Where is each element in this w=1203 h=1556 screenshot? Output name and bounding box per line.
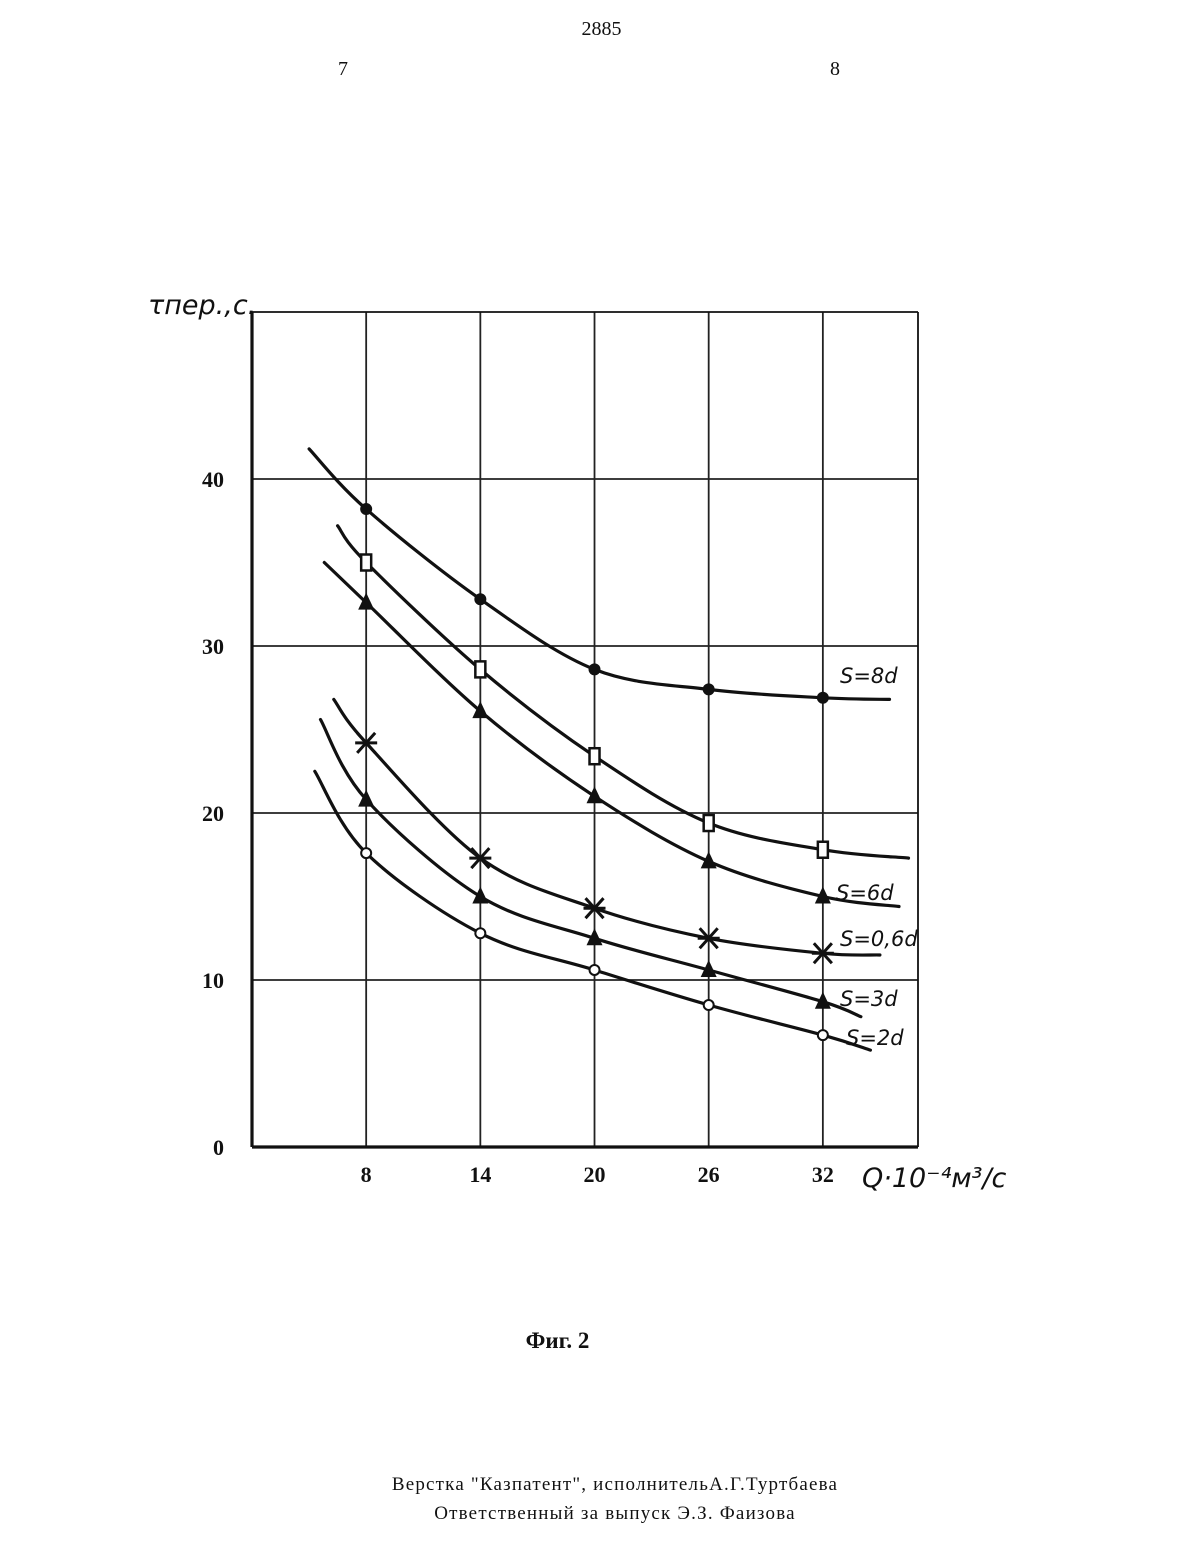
x-tick-label: 14 [469, 1162, 491, 1187]
series-label: S=2d [846, 1026, 904, 1050]
chart-axes [252, 312, 918, 1147]
series-label: S=3d [840, 987, 898, 1011]
data-point-filled-circle [360, 503, 372, 515]
x-tick-label: 26 [698, 1162, 720, 1187]
chart-grid [252, 312, 918, 1147]
data-point-filled-circle [817, 692, 829, 704]
x-tick-label: 20 [584, 1162, 606, 1187]
data-point-filled-circle [703, 683, 715, 695]
footer-layout-credit: Верстка "Казпатент", исполнительА.Г.Турт… [0, 1474, 1203, 1496]
x-axis-title: Q·10⁻⁴м³/с [862, 1163, 1007, 1194]
series-label: S=0,6d [840, 927, 918, 951]
data-point-filled-triangle [587, 786, 603, 803]
data-point-open-square [818, 842, 828, 858]
data-point-open-square [590, 748, 600, 764]
y-tick-label: 10 [202, 968, 224, 993]
y-tick-label: 40 [202, 467, 224, 492]
data-point-open-circle [818, 1030, 828, 1040]
figure-caption: Фиг. 2 [0, 1328, 1115, 1354]
data-point-open-circle [361, 848, 371, 858]
data-point-open-circle [590, 965, 600, 975]
x-tick-label: 32 [812, 1162, 834, 1187]
data-point-open-circle [704, 1000, 714, 1010]
y-tick-label: 30 [202, 634, 224, 659]
y-axis-title: τпер.,с. [148, 290, 256, 321]
chart-labels: 8 14 20 26 32 0 10 20 30 40 τпер.,с. Q·10⁻⁴м³/с S=8d… [148, 290, 1007, 1194]
data-point-open-circle [475, 928, 485, 938]
data-point-open-square [475, 661, 485, 677]
data-point-open-square [361, 555, 371, 571]
series-line [309, 449, 889, 700]
series-line [334, 699, 880, 955]
series-line [324, 563, 899, 907]
series-label: S=6d [836, 881, 894, 905]
y-tick-label: 0 [213, 1135, 224, 1160]
data-point-filled-circle [589, 663, 601, 675]
data-point-filled-triangle [472, 887, 488, 904]
data-point-filled-triangle [472, 701, 488, 718]
data-point-filled-circle [474, 593, 486, 605]
y-tick-label: 20 [202, 801, 224, 826]
series-label: S=8d [840, 664, 898, 688]
footer-responsible-editor: Ответственный за выпуск Э.З. Фаизова [0, 1503, 1203, 1525]
x-tick-label: 8 [361, 1162, 372, 1187]
data-point-open-square [704, 815, 714, 831]
